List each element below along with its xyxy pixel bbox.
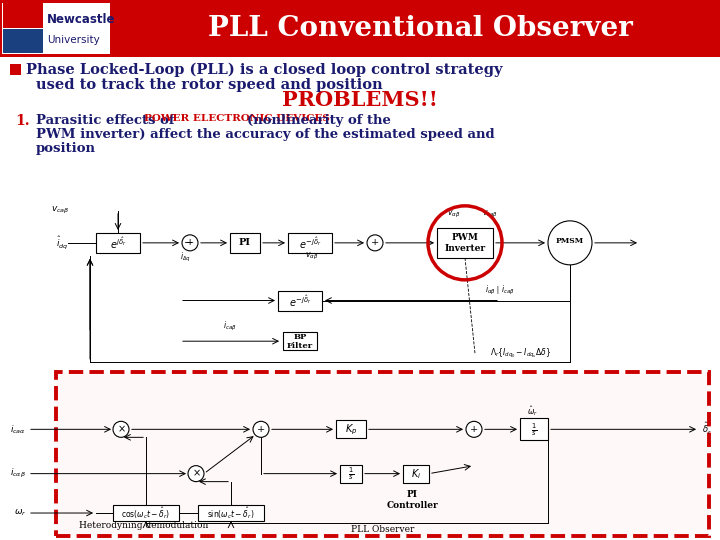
Text: +: +	[371, 238, 379, 247]
Bar	[96, 233, 140, 253]
Text: $v_{ca\beta}$: $v_{ca\beta}$	[482, 210, 498, 220]
Text: $v_{\alpha\beta}$: $v_{\alpha\beta}$	[305, 251, 319, 262]
Text: PWM inverter) affect the accuracy of the estimated speed and: PWM inverter) affect the accuracy of the…	[36, 128, 495, 141]
Text: PROBLEMS!!: PROBLEMS!!	[282, 90, 438, 110]
Text: $e^{j\hat{\delta}_r}$: $e^{j\hat{\delta}_r}$	[109, 234, 127, 251]
Text: $\hat{\omega}_r$: $\hat{\omega}_r$	[526, 404, 537, 418]
Bar	[403, 464, 429, 483]
Text: $i_{ca\alpha}$: $i_{ca\alpha}$	[10, 423, 26, 436]
Bar	[278, 291, 322, 310]
Text: Heterodyning demodulation: Heterodyning demodulation	[78, 521, 208, 530]
Text: $v_{ca\beta}$: $v_{ca\beta}$	[51, 205, 70, 217]
Text: $\sin(\omega_c t-\hat{\delta}_r)$: $\sin(\omega_c t-\hat{\delta}_r)$	[207, 505, 255, 521]
Text: Phase Locked-Loop (PLL) is a closed loop control strategy: Phase Locked-Loop (PLL) is a closed loop…	[26, 63, 503, 77]
Text: −: −	[184, 238, 194, 248]
Circle shape	[113, 421, 129, 437]
Text: $\Lambda_r\{I_{dq_0}-I_{dq_s}\Delta\delta\}$: $\Lambda_r\{I_{dq_0}-I_{dq_s}\Delta\delt…	[490, 347, 551, 360]
Text: $\frac{1}{s}$: $\frac{1}{s}$	[531, 421, 537, 438]
Text: $K_i$: $K_i$	[411, 467, 421, 481]
Bar	[2, 3, 110, 54]
Text: $e^{-j\hat{\delta}_r}$: $e^{-j\hat{\delta}_r}$	[289, 292, 311, 309]
Bar	[113, 505, 179, 521]
Text: $i_{\alpha\beta} \mid i_{ca\beta}$: $i_{\alpha\beta} \mid i_{ca\beta}$	[485, 284, 515, 297]
Text: $i_{c\alpha\beta}$: $i_{c\alpha\beta}$	[10, 467, 26, 480]
Text: $\hat{\delta}_r$: $\hat{\delta}_r$	[702, 421, 712, 437]
Bar	[340, 464, 362, 483]
Text: position: position	[36, 142, 96, 155]
Bar	[283, 332, 317, 350]
Text: $\omega_r$: $\omega_r$	[14, 508, 26, 518]
Text: $\hat{i}_{dq}$: $\hat{i}_{dq}$	[55, 234, 68, 251]
Text: $\frac{1}{s}$: $\frac{1}{s}$	[348, 465, 354, 482]
Text: 1.: 1.	[15, 114, 30, 128]
Text: +: +	[470, 425, 478, 434]
Bar	[198, 505, 264, 521]
Text: $i_{ca\beta}$: $i_{ca\beta}$	[223, 320, 237, 333]
Circle shape	[466, 421, 482, 437]
Text: PI: PI	[239, 238, 251, 247]
Text: (nonlinearity of the: (nonlinearity of the	[248, 114, 391, 127]
Bar	[10, 64, 21, 75]
Text: PI
Controller: PI Controller	[387, 490, 438, 510]
Text: $\cos(\omega_c t-\hat{\delta}_r)$: $\cos(\omega_c t-\hat{\delta}_r)$	[122, 505, 171, 521]
Bar	[3, 3, 43, 28]
Text: $\times$: $\times$	[117, 424, 125, 435]
Bar	[288, 233, 332, 253]
Text: PLL Conventional Observer: PLL Conventional Observer	[207, 15, 632, 42]
Text: PLL Observer: PLL Observer	[351, 525, 414, 534]
Bar	[336, 420, 366, 438]
Bar	[3, 29, 43, 53]
Text: $i_{\Delta q}$: $i_{\Delta q}$	[179, 251, 191, 265]
Text: $\times$: $\times$	[192, 469, 200, 479]
Bar	[437, 228, 493, 258]
Circle shape	[253, 421, 269, 437]
Text: +: +	[186, 238, 194, 247]
Bar	[230, 233, 260, 253]
Text: $e^{-j\hat{\delta}_r}$: $e^{-j\hat{\delta}_r}$	[299, 234, 321, 251]
Text: PWM
Inverter: PWM Inverter	[444, 233, 485, 253]
Bar	[520, 418, 548, 440]
Text: $v_{\alpha\beta}$: $v_{\alpha\beta}$	[446, 210, 460, 220]
Bar	[0, 0, 720, 57]
Text: $K_p$: $K_p$	[345, 422, 357, 436]
Text: Parasitic effects of: Parasitic effects of	[36, 114, 179, 127]
Circle shape	[367, 235, 383, 251]
Text: BP
Filter: BP Filter	[287, 333, 313, 350]
Text: Newcastle: Newcastle	[47, 14, 115, 26]
Circle shape	[548, 221, 592, 265]
Text: PMSM: PMSM	[556, 237, 584, 245]
Text: University: University	[47, 35, 100, 45]
Text: POWER ELECTRONIC DEVICES: POWER ELECTRONIC DEVICES	[144, 114, 330, 123]
Circle shape	[188, 465, 204, 482]
Bar	[56, 372, 709, 536]
Circle shape	[182, 235, 198, 251]
Text: +: +	[257, 425, 265, 434]
Text: used to track the rotor speed and position: used to track the rotor speed and positi…	[36, 78, 382, 92]
